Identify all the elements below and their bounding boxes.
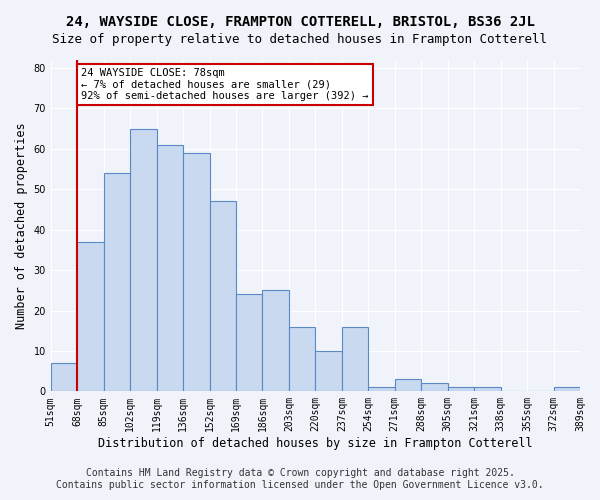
Bar bbox=[316, 351, 342, 392]
Bar bbox=[289, 326, 316, 392]
Text: Size of property relative to detached houses in Frampton Cotterell: Size of property relative to detached ho… bbox=[53, 32, 548, 46]
Bar bbox=[130, 128, 157, 392]
Bar bbox=[448, 388, 474, 392]
Y-axis label: Number of detached properties: Number of detached properties bbox=[15, 122, 28, 329]
X-axis label: Distribution of detached houses by size in Frampton Cotterell: Distribution of detached houses by size … bbox=[98, 437, 533, 450]
Bar bbox=[183, 153, 209, 392]
Text: Contains HM Land Registry data © Crown copyright and database right 2025.
Contai: Contains HM Land Registry data © Crown c… bbox=[56, 468, 544, 490]
Bar bbox=[368, 388, 395, 392]
Bar bbox=[104, 173, 130, 392]
Bar bbox=[209, 202, 236, 392]
Bar bbox=[51, 363, 77, 392]
Bar bbox=[157, 145, 183, 392]
Bar bbox=[554, 388, 580, 392]
Text: 24 WAYSIDE CLOSE: 78sqm
← 7% of detached houses are smaller (29)
92% of semi-det: 24 WAYSIDE CLOSE: 78sqm ← 7% of detached… bbox=[81, 68, 369, 102]
Text: 24, WAYSIDE CLOSE, FRAMPTON COTTERELL, BRISTOL, BS36 2JL: 24, WAYSIDE CLOSE, FRAMPTON COTTERELL, B… bbox=[65, 15, 535, 29]
Bar bbox=[262, 290, 289, 392]
Bar bbox=[342, 326, 368, 392]
Bar bbox=[421, 384, 448, 392]
Bar bbox=[474, 388, 500, 392]
Bar bbox=[236, 294, 262, 392]
Bar bbox=[77, 242, 104, 392]
Bar bbox=[395, 379, 421, 392]
